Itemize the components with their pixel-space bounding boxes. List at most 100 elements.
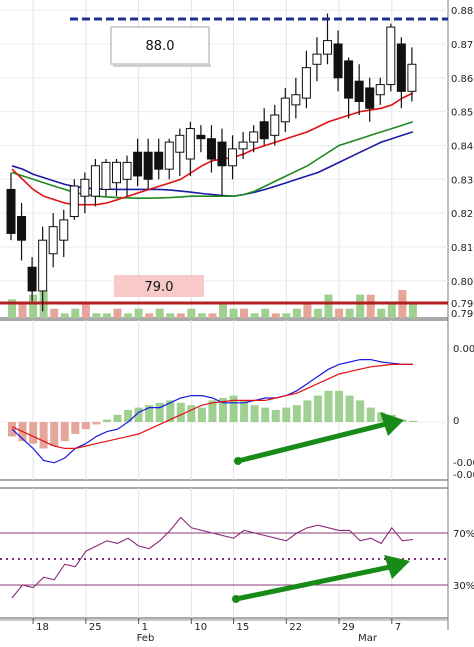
- price-label-box-shadow: [113, 64, 211, 67]
- candle-up: [312, 53, 322, 65]
- rsi-tick-label: 30%: [453, 581, 474, 592]
- candle-down: [206, 138, 216, 160]
- x-axis-tick-label: 22: [289, 622, 302, 633]
- volume-bar: [166, 313, 175, 318]
- macd-line: [11, 359, 413, 464]
- price-tick-label: 0.810: [451, 243, 474, 254]
- macd-tick-label: 0: [453, 416, 459, 427]
- moving-average-green-line: [11, 121, 414, 199]
- macd-tick-label: 0.00: [453, 344, 474, 355]
- macd-histogram-bar-positive: [335, 390, 344, 422]
- macd-histogram-bar-positive: [155, 402, 164, 422]
- x-axis-tick-label: 10: [194, 622, 207, 633]
- macd-histogram-bar-positive: [145, 405, 154, 422]
- price-tick-label: 0.830: [451, 175, 474, 186]
- macd-histogram-bar-negative: [39, 422, 48, 449]
- macd-histogram-bar-positive: [271, 410, 280, 422]
- candle-up: [238, 141, 248, 150]
- volume-bar: [113, 308, 122, 318]
- macd-histogram-bar-positive: [408, 420, 417, 422]
- candle-up: [175, 134, 185, 153]
- volume-bar: [208, 313, 217, 318]
- macd-histogram-bar-positive: [240, 400, 249, 422]
- volume-bar: [29, 294, 38, 318]
- macd-histogram-bar-positive: [124, 410, 133, 422]
- candle-down: [259, 121, 269, 140]
- candle-down: [143, 151, 153, 180]
- volume-bar: [408, 304, 417, 318]
- macd-histogram-bar-positive: [313, 395, 322, 422]
- x-axis-tick-label: 29: [342, 622, 355, 633]
- volume-bar: [60, 313, 69, 318]
- macd-histogram-bar-positive: [208, 400, 217, 422]
- price-tick-label: 0.790: [451, 299, 474, 310]
- macd-histogram-bar-positive: [366, 407, 375, 422]
- macd-histogram-bar-positive: [261, 407, 270, 422]
- volume-bar: [303, 304, 312, 318]
- macd-histogram-bar-positive: [282, 407, 291, 422]
- candle-down: [27, 266, 37, 292]
- x-axis-month-label: Feb: [137, 633, 155, 644]
- candle-down: [333, 43, 343, 79]
- candle-up: [164, 141, 174, 170]
- macd-trend-arrow: [237, 421, 387, 464]
- candle-down: [154, 151, 164, 170]
- price-tick-label: 0.840: [451, 141, 474, 152]
- candle-up: [301, 67, 311, 99]
- macd-histogram-bar-positive: [219, 398, 227, 422]
- rsi-trend-arrowhead: [384, 555, 410, 579]
- macd-tick-label: -0.00: [453, 470, 474, 481]
- x-axis-tick-label: 25: [89, 622, 102, 633]
- candle-up: [122, 161, 132, 180]
- candle-up: [375, 84, 385, 96]
- macd-histogram-bar-positive: [102, 419, 111, 422]
- candle-up: [407, 63, 417, 92]
- macd-histogram-bar-positive: [229, 395, 238, 422]
- volume-bar: [271, 313, 280, 318]
- macd-tick-label: -0.00: [453, 458, 474, 469]
- candle-up: [280, 97, 290, 123]
- candle-up: [38, 239, 48, 292]
- macd-histogram-bar-positive: [377, 412, 386, 422]
- price-tick-label: 0.800: [451, 277, 474, 288]
- volume-bar: [250, 313, 259, 318]
- volume-bar: [18, 304, 27, 318]
- volume-bar: [187, 308, 196, 318]
- candle-down: [133, 151, 143, 177]
- macd-histogram-bar-positive: [292, 405, 301, 422]
- volume-bar: [324, 294, 333, 318]
- price-tick-label: 0.880: [451, 6, 474, 17]
- volume-bar: [102, 313, 111, 318]
- macd-histogram-bar-positive: [166, 400, 175, 422]
- candle-up: [228, 148, 238, 167]
- candle-up: [48, 226, 58, 255]
- volume-bar: [261, 308, 270, 318]
- candle-up: [59, 219, 69, 241]
- candle-up: [112, 161, 121, 184]
- macd-histogram-bar-positive: [345, 395, 354, 422]
- volume-bar: [176, 313, 185, 318]
- macd-histogram-bar-negative: [92, 422, 101, 425]
- price-label-box: [110, 26, 210, 65]
- price-tick-label: 0.850: [451, 108, 474, 119]
- candle-down: [217, 141, 227, 167]
- price-tick-label: 0.860: [451, 74, 474, 85]
- x-axis-tick-label: 15: [237, 622, 250, 633]
- volume-bar: [81, 304, 90, 318]
- candle-down: [6, 188, 16, 234]
- x-axis-month-label: Mar: [358, 633, 378, 644]
- volume-bar: [197, 313, 206, 318]
- candle-up: [101, 161, 111, 190]
- candle-down: [396, 43, 406, 92]
- volume-bar: [71, 308, 80, 318]
- candle-up: [90, 165, 100, 197]
- volume-bar: [92, 313, 101, 318]
- macd-histogram-bar-negative: [81, 422, 90, 430]
- macd-histogram-bar-positive: [134, 407, 143, 422]
- volume-bar: [345, 308, 354, 318]
- volume-bar: [387, 304, 396, 318]
- macd-histogram-bar-positive: [197, 407, 206, 422]
- candle-down: [354, 80, 364, 102]
- volume-bar: [134, 308, 143, 318]
